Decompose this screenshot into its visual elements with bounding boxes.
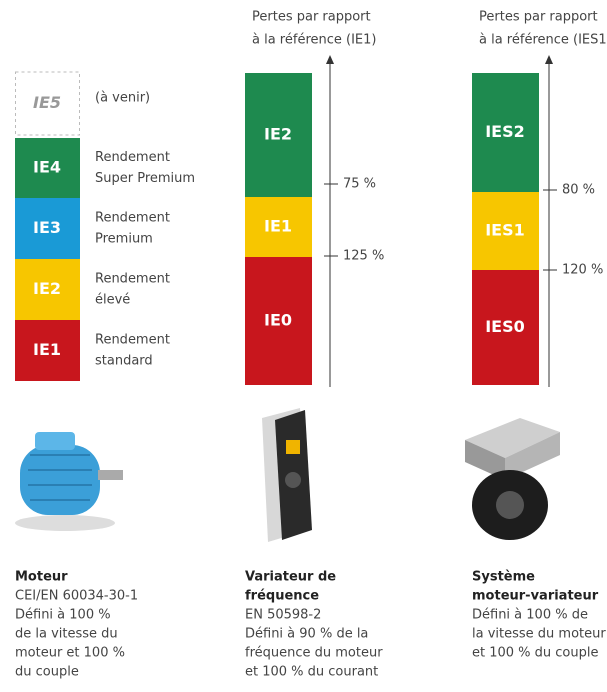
product-text: et 100 % du couple bbox=[472, 646, 598, 661]
product-title: fréquence bbox=[245, 589, 319, 604]
class-label: IES0 bbox=[485, 317, 525, 336]
class-description: élevé bbox=[95, 293, 130, 308]
class-label: IE1 bbox=[33, 340, 61, 359]
product-text: moteur et 100 % bbox=[15, 646, 125, 661]
product-text: la vitesse du moteur bbox=[472, 627, 606, 642]
product-title: Système bbox=[472, 570, 535, 585]
class-label: IE0 bbox=[264, 311, 292, 330]
scale-heading: à la référence (IE1) bbox=[252, 33, 376, 48]
tick-label: 120 % bbox=[562, 263, 603, 278]
product-text: et 100 % du courant bbox=[245, 665, 378, 680]
class-label: IE4 bbox=[33, 158, 61, 177]
system-image bbox=[465, 418, 560, 540]
class-description: Rendement bbox=[95, 211, 170, 226]
product-title: Moteur bbox=[15, 570, 68, 585]
product-text: CEI/EN 60034-30-1 bbox=[15, 589, 138, 604]
tick-label: 125 % bbox=[343, 249, 384, 264]
drive-image bbox=[262, 408, 312, 542]
class-description: Rendement bbox=[95, 333, 170, 348]
product-text: Défini à 90 % de la bbox=[245, 627, 368, 642]
product-text: du couple bbox=[15, 665, 79, 680]
product-title: moteur-variateur bbox=[472, 589, 599, 604]
class-label: IE2 bbox=[33, 279, 61, 298]
class-label: IE3 bbox=[33, 218, 61, 237]
scale-heading: Pertes par rapport bbox=[252, 10, 371, 25]
product-text: EN 50598-2 bbox=[245, 608, 321, 623]
scale-heading: à la référence (IES1) bbox=[479, 33, 607, 48]
class-description: (à venir) bbox=[95, 91, 150, 106]
product-text: de la vitesse du bbox=[15, 627, 118, 642]
class-label: IE5 bbox=[33, 93, 61, 112]
product-text: Défini à 100 % de bbox=[472, 608, 588, 623]
tick-label: 75 % bbox=[343, 177, 376, 192]
class-label: IE1 bbox=[264, 217, 292, 236]
arrow-head bbox=[326, 55, 334, 64]
product-text: Défini à 100 % bbox=[15, 608, 111, 623]
class-label: IES1 bbox=[485, 221, 525, 240]
arrow-head bbox=[545, 55, 553, 64]
tick-label: 80 % bbox=[562, 183, 595, 198]
class-label: IES2 bbox=[485, 122, 525, 141]
class-description: standard bbox=[95, 354, 153, 369]
class-description: Rendement bbox=[95, 150, 170, 165]
product-text: fréquence du moteur bbox=[245, 646, 383, 661]
class-description: Rendement bbox=[95, 272, 170, 287]
scale-heading: Pertes par rapport bbox=[479, 10, 598, 25]
product-title: Variateur de bbox=[245, 570, 336, 585]
motor-image bbox=[15, 432, 123, 531]
diagram: IE5 (à venir) IE4 Rendement Super Premium IE3… bbox=[0, 0, 607, 692]
class-description: Super Premium bbox=[95, 171, 195, 186]
class-label: IE2 bbox=[264, 125, 292, 144]
class-description: Premium bbox=[95, 232, 153, 247]
